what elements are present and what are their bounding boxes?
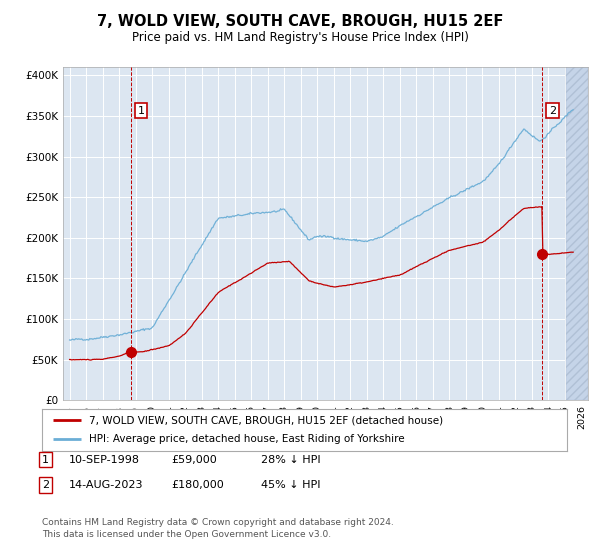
- Text: 14-AUG-2023: 14-AUG-2023: [69, 480, 143, 490]
- Text: £180,000: £180,000: [171, 480, 224, 490]
- Text: 10-SEP-1998: 10-SEP-1998: [69, 455, 140, 465]
- Text: 1: 1: [137, 105, 145, 115]
- Text: 1: 1: [42, 455, 49, 465]
- Text: HPI: Average price, detached house, East Riding of Yorkshire: HPI: Average price, detached house, East…: [89, 435, 405, 445]
- Text: 7, WOLD VIEW, SOUTH CAVE, BROUGH, HU15 2EF (detached house): 7, WOLD VIEW, SOUTH CAVE, BROUGH, HU15 2…: [89, 415, 443, 425]
- Text: 45% ↓ HPI: 45% ↓ HPI: [261, 480, 320, 490]
- Text: Price paid vs. HM Land Registry's House Price Index (HPI): Price paid vs. HM Land Registry's House …: [131, 31, 469, 44]
- Text: Contains HM Land Registry data © Crown copyright and database right 2024.
This d: Contains HM Land Registry data © Crown c…: [42, 518, 394, 539]
- Bar: [566, 67, 588, 400]
- Text: 28% ↓ HPI: 28% ↓ HPI: [261, 455, 320, 465]
- Text: 2: 2: [42, 480, 49, 490]
- Text: 2: 2: [549, 105, 556, 115]
- Text: 7, WOLD VIEW, SOUTH CAVE, BROUGH, HU15 2EF: 7, WOLD VIEW, SOUTH CAVE, BROUGH, HU15 2…: [97, 14, 503, 29]
- Text: £59,000: £59,000: [171, 455, 217, 465]
